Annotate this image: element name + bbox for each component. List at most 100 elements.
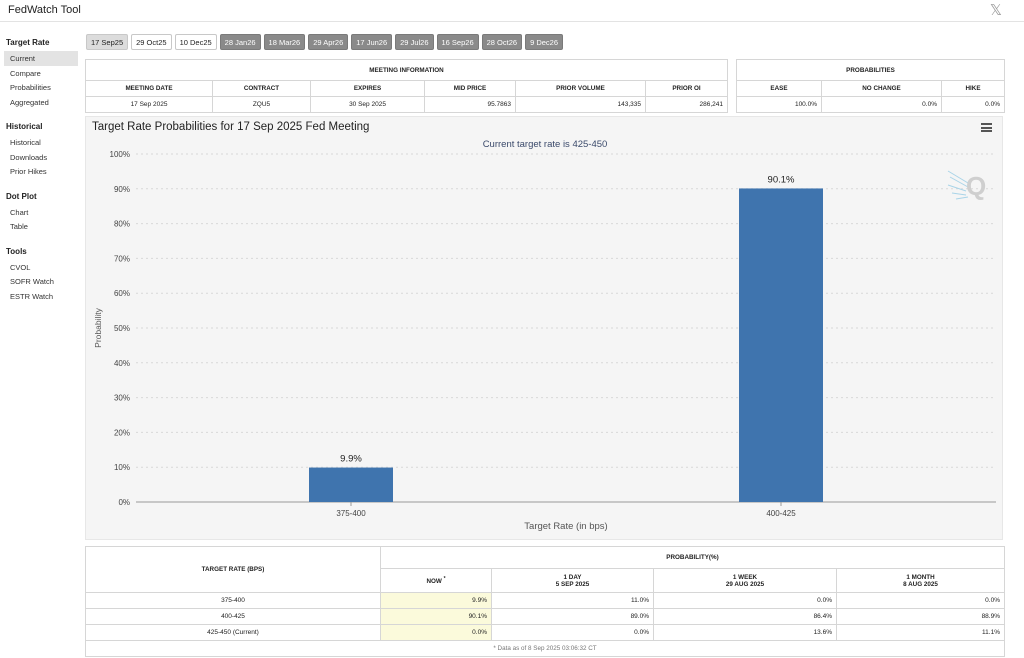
y-tick-label: 30% <box>114 394 130 403</box>
col-1-month-label: 1 MONTH <box>906 573 935 581</box>
sidebar-item-probabilities[interactable]: Probabilities <box>10 83 51 92</box>
sidebar-item-table[interactable]: Table <box>10 222 28 231</box>
target-rate-cell: 425-450 (Current) <box>85 624 381 641</box>
sidebar-item-historical[interactable]: Historical <box>10 138 41 147</box>
col-prior-oi: PRIOR OI <box>645 80 728 97</box>
sidebar-heading: Tools <box>6 246 27 256</box>
now-probability-cell: 9.9% <box>380 592 492 609</box>
tab-29-jul26[interactable]: 29 Jul26 <box>395 34 434 50</box>
data-label: 90.1% <box>768 174 795 185</box>
tab-28-oct26[interactable]: 28 Oct26 <box>481 34 523 50</box>
sidebar-item-downloads[interactable]: Downloads <box>10 152 48 162</box>
hike-value: 0.0% <box>941 96 1005 113</box>
col-expires: EXPIRES <box>310 80 425 97</box>
col-target-rate: TARGET RATE (BPS) <box>85 546 381 593</box>
sidebar-heading: Target Rate <box>6 38 50 47</box>
probabilities-header: PROBABILITIES <box>736 59 1005 81</box>
data-label: 9.9% <box>340 454 362 465</box>
y-tick-label: 60% <box>114 289 130 298</box>
col-ease: EASE <box>736 80 822 97</box>
probability-cell: 11.0% <box>491 592 654 609</box>
meeting-info-table: MEETING INFORMATION MEETING DATE CONTRAC… <box>85 59 728 113</box>
col-hike: HIKE <box>941 80 1005 97</box>
expires-value: 30 Sep 2025 <box>310 96 425 113</box>
app-title: FedWatch Tool <box>8 4 81 16</box>
tab-17-jun26[interactable]: 17 Jun26 <box>351 34 393 50</box>
tab-29-oct25[interactable]: 29 Oct25 <box>131 34 172 50</box>
tab-17-sep25[interactable]: 17 Sep25 <box>86 34 129 50</box>
bar-375-400 <box>309 467 393 502</box>
probability-cell: 13.6% <box>653 624 837 641</box>
chart-subtitle: Current target rate is 425-450 <box>482 139 608 150</box>
sidebar-item-compare[interactable]: Compare <box>10 68 41 78</box>
probability-cell: 86.4% <box>653 608 837 625</box>
prior-volume-value: 143,335 <box>515 96 646 113</box>
probability-bar-chart: 0% 10% 20% 30% 40% 50% 60% 70% 80% 90% 100% 9.9% 375… <box>93 150 996 532</box>
tab-29-apr26[interactable]: 29 Apr26 <box>308 34 349 50</box>
sidebar-group: Target Rate Current Compare Probabilities Ag… <box>4 35 78 109</box>
probabilities-summary-table: PROBABILITIES EASE NO CHANGE HIKE 100.0%… <box>736 59 1005 113</box>
col-1-week: 1 WEEK 29 AUG 2025 <box>653 568 837 593</box>
probability-cell: 89.0% <box>491 608 654 625</box>
tab-28-jan26[interactable]: 28 Jan26 <box>219 34 261 50</box>
target-rate-cell: 400-425 <box>85 608 381 625</box>
sidebar-heading: Historical <box>6 122 43 131</box>
sidebar-item-chart[interactable]: Chart <box>10 207 29 217</box>
sidebar-group: Dot Plot Chart Table <box>4 189 78 234</box>
target-rate-cell: 375-400 <box>85 592 381 609</box>
table-row: 425-450 (Current) 0.0% 0.0% 13.6% 11.1% <box>85 624 1005 641</box>
tab-18-mar26[interactable]: 18 Mar26 <box>263 34 306 50</box>
no-change-value: 0.0% <box>821 96 942 113</box>
y-tick-label: 90% <box>114 185 130 194</box>
cme-watermark-icon: Q <box>947 170 986 201</box>
probability-cell: 0.0% <box>653 592 837 609</box>
tab-10-dec25[interactable]: 10 Dec25 <box>174 34 217 50</box>
now-probability-cell: 90.1% <box>380 608 492 625</box>
prior-oi-value: 286,241 <box>645 96 728 113</box>
col-meeting-date: MEETING DATE <box>85 80 213 97</box>
data-as-of-note: * Data as of 8 Sep 2025 03:06:32 CT <box>85 640 1005 657</box>
meeting-date-value: 17 Sep 2025 <box>85 96 213 113</box>
col-prior-volume: PRIOR VOLUME <box>515 80 646 97</box>
sidebar-item-current[interactable]: Current <box>4 51 78 66</box>
table-row: 400-425 90.1% 89.0% 86.4% 88.9% <box>85 608 1005 625</box>
sidebar-item-cvol[interactable]: CVOL <box>10 262 31 272</box>
probability-cell: 0.0% <box>491 624 654 641</box>
col-1-week-label: 1 WEEK <box>732 573 758 581</box>
y-tick-label: 80% <box>114 220 130 229</box>
y-tick-label: 0% <box>118 498 130 507</box>
x-tick-label: 375-400 <box>336 509 366 518</box>
col-1-month-date: 8 AUG 2025 <box>903 580 938 588</box>
y-tick-label: 20% <box>114 428 130 437</box>
y-tick-label: 40% <box>114 359 130 368</box>
tab-9-dec26[interactable]: 9 Dec26 <box>525 34 563 50</box>
col-1-day: 1 DAY 5 SEP 2025 <box>491 568 654 593</box>
table-row: 375-400 9.9% 11.0% 0.0% 0.0% <box>85 592 1005 609</box>
chart-title: Target Rate Probabilities for 17 Sep 202… <box>92 121 370 133</box>
chart-panel: 0% 10% 20% 30% 40% 50% 60% 70% 80% 90% 100% 9.9% 375… <box>85 116 1003 540</box>
col-contract: CONTRACT <box>212 80 311 97</box>
col-now-label: NOW <box>426 578 442 586</box>
col-1-week-date: 29 AUG 2025 <box>725 580 765 588</box>
mid-price-value: 95.7863 <box>424 96 516 113</box>
sidebar-item-aggregated[interactable]: Aggregated <box>10 97 49 107</box>
col-1-month: 1 MONTH 8 AUG 2025 <box>836 568 1005 593</box>
sidebar-group: Historical Historical Downloads Prior Hikes <box>4 119 78 179</box>
ease-value: 100.0% <box>736 96 822 113</box>
sidebar-item-estr-watch[interactable]: ESTR Watch <box>10 291 54 301</box>
y-tick-label: 100% <box>110 150 130 159</box>
close-x-icon[interactable]: 𝕏 <box>989 2 1002 19</box>
y-axis-title: Probability <box>93 307 103 347</box>
hamburger-menu-icon[interactable] <box>981 123 992 132</box>
sidebar-heading: Dot Plot <box>6 191 37 201</box>
col-1-day-date: 5 SEP 2025 <box>555 580 590 588</box>
watermark-letter: Q <box>966 171 986 201</box>
top-bar: FedWatch Tool 𝕏 <box>0 0 1024 22</box>
probability-cell: 88.9% <box>836 608 1005 625</box>
meeting-date-tabs: 17 Sep25 29 Oct25 10 Dec25 28 Jan26 18 Mar26… <box>86 34 563 51</box>
probability-cell: 11.1% <box>836 624 1005 641</box>
col-no-change: NO CHANGE <box>821 80 942 97</box>
sidebar-item-prior-hikes[interactable]: Prior Hikes <box>10 167 47 176</box>
sidebar-item-sofr-watch[interactable]: SOFR Watch <box>10 277 54 286</box>
tab-16-sep26[interactable]: 16 Sep26 <box>436 34 479 50</box>
